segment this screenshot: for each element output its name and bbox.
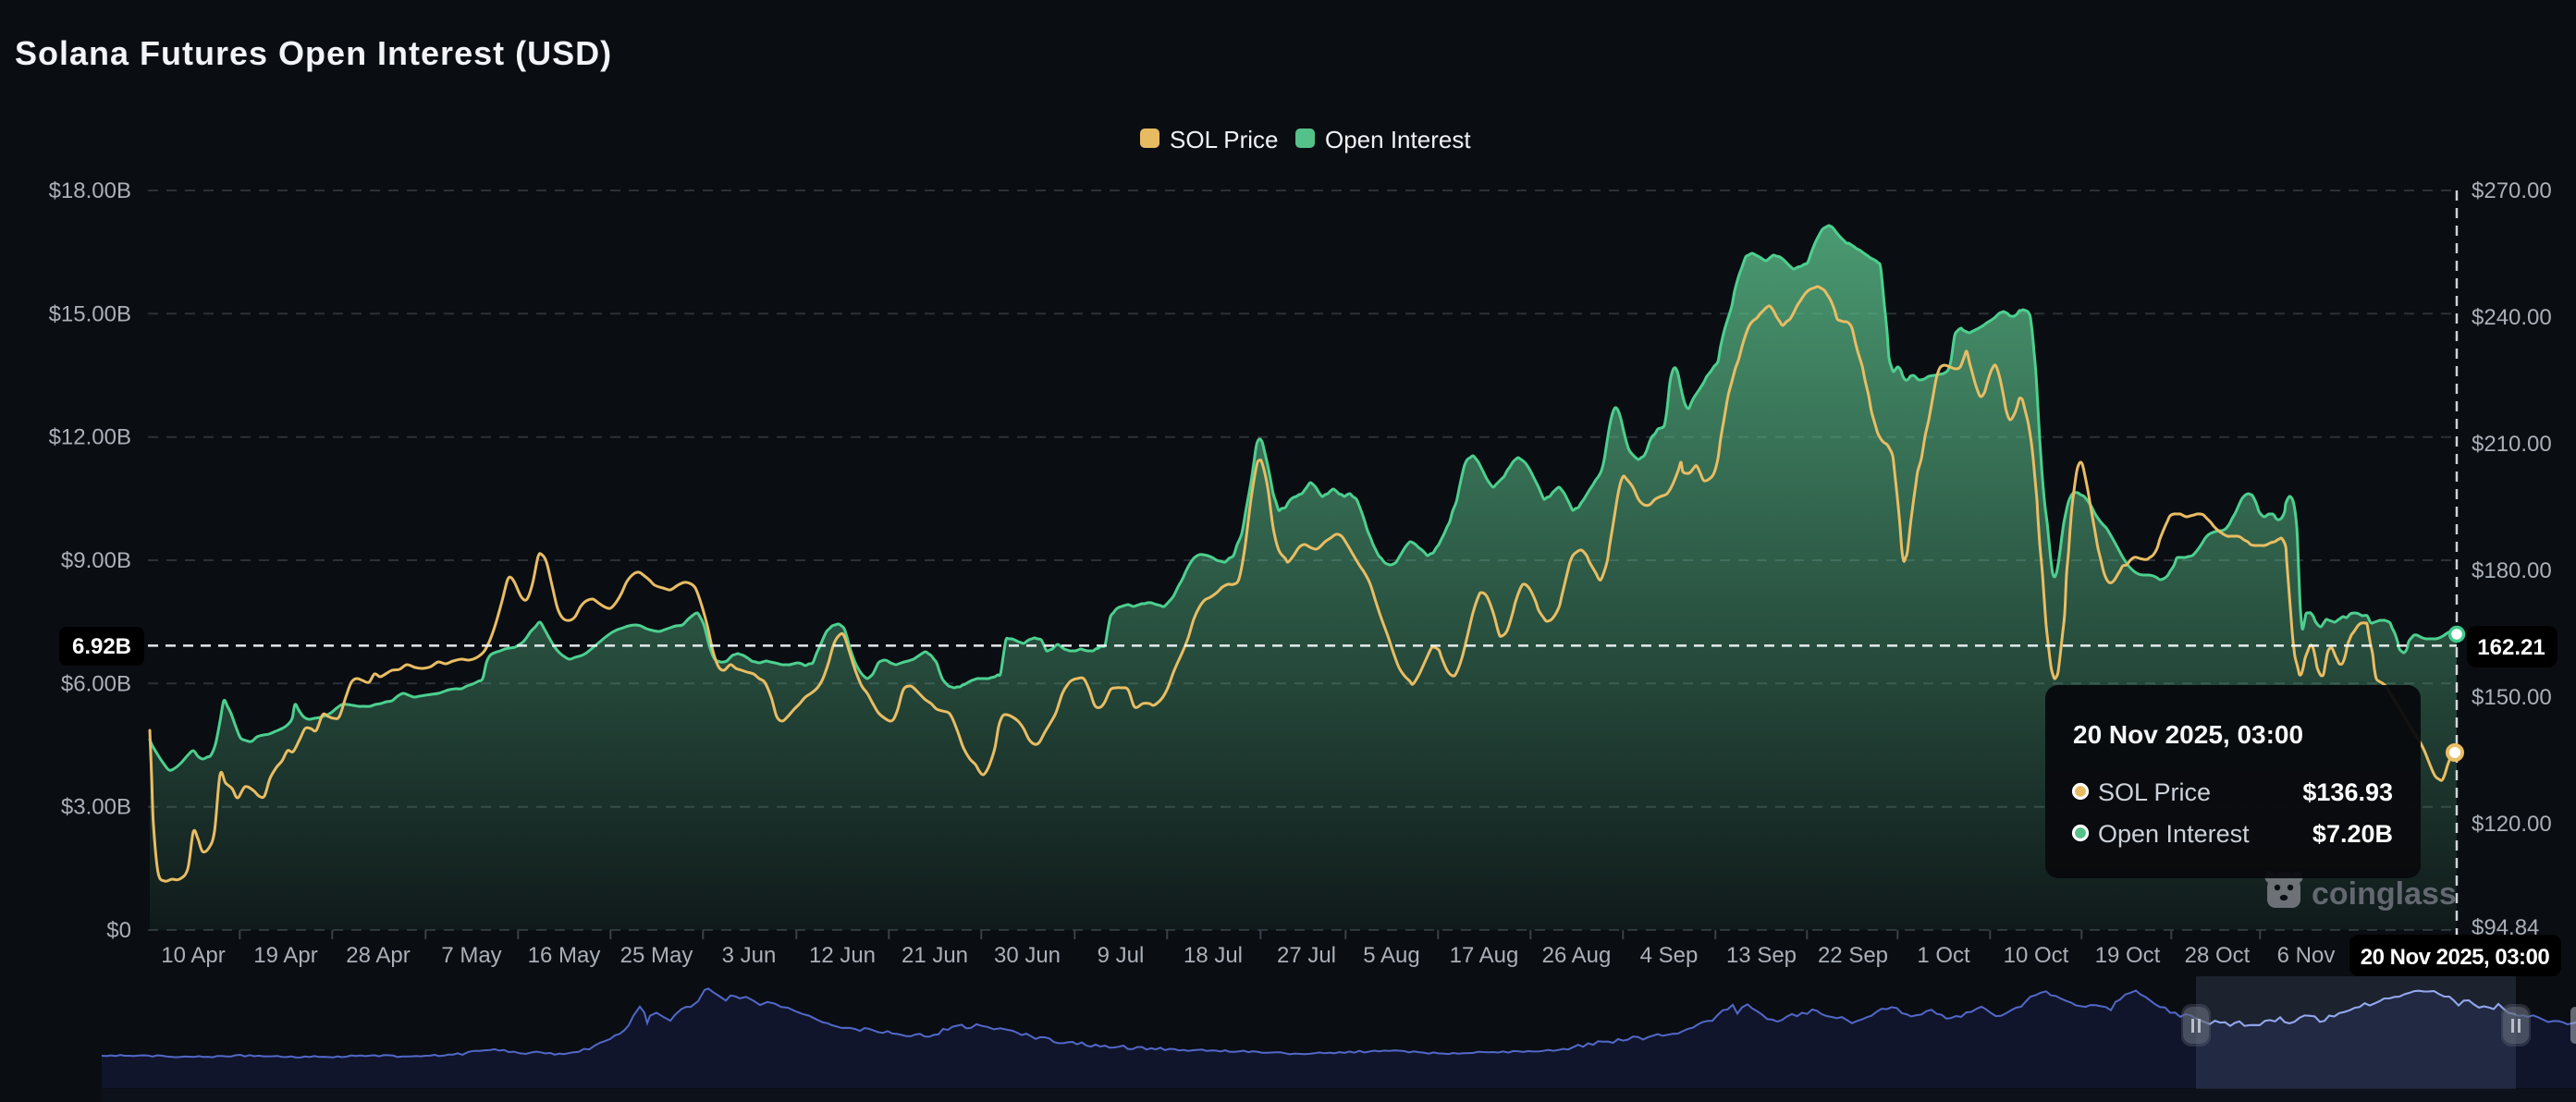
svg-text:$180.00: $180.00 bbox=[2472, 558, 2552, 583]
svg-text:$15.00B: $15.00B bbox=[49, 301, 131, 326]
svg-text:6.92B: 6.92B bbox=[72, 634, 131, 659]
svg-text:4 Sep: 4 Sep bbox=[1640, 943, 1699, 968]
svg-text:Open Interest: Open Interest bbox=[1325, 126, 1471, 153]
svg-text:$0: $0 bbox=[106, 918, 131, 943]
svg-text:coinglass: coinglass bbox=[2312, 876, 2457, 912]
svg-text:13 Sep: 13 Sep bbox=[1726, 943, 1797, 968]
svg-text:17 Aug: 17 Aug bbox=[1450, 943, 1519, 968]
svg-text:SOL Price: SOL Price bbox=[1170, 126, 1279, 153]
svg-text:1 Oct: 1 Oct bbox=[1917, 943, 1970, 968]
svg-text:SOL Price: SOL Price bbox=[2098, 778, 2211, 806]
svg-text:20 Nov 2025, 03:00: 20 Nov 2025, 03:00 bbox=[2073, 720, 2303, 749]
svg-text:$270.00: $270.00 bbox=[2472, 178, 2552, 203]
svg-text:7 May: 7 May bbox=[441, 943, 501, 968]
svg-text:25 May: 25 May bbox=[620, 943, 693, 968]
svg-text:5 Aug: 5 Aug bbox=[1363, 943, 1419, 968]
svg-text:21 Jun: 21 Jun bbox=[902, 943, 968, 968]
svg-text:$18.00B: $18.00B bbox=[49, 178, 131, 203]
svg-text:10 Apr: 10 Apr bbox=[161, 943, 225, 968]
svg-text:22 Sep: 22 Sep bbox=[1818, 943, 1888, 968]
svg-text:19 Apr: 19 Apr bbox=[253, 943, 317, 968]
svg-text:$210.00: $210.00 bbox=[2472, 432, 2552, 457]
svg-text:6 Nov: 6 Nov bbox=[2277, 943, 2336, 968]
svg-text:Solana Futures Open Interest (: Solana Futures Open Interest (USD) bbox=[15, 34, 612, 72]
svg-text:$120.00: $120.00 bbox=[2472, 812, 2552, 837]
svg-text:$150.00: $150.00 bbox=[2472, 685, 2552, 710]
svg-text:$7.20B: $7.20B bbox=[2312, 820, 2393, 848]
svg-text:28 Oct: 28 Oct bbox=[2185, 943, 2251, 968]
svg-text:20 Nov 2025, 03:00: 20 Nov 2025, 03:00 bbox=[2361, 945, 2550, 970]
svg-text:12 Jun: 12 Jun bbox=[809, 943, 876, 968]
svg-text:3 Jun: 3 Jun bbox=[722, 943, 777, 968]
svg-text:26 Aug: 26 Aug bbox=[1542, 943, 1612, 968]
svg-text:28 Apr: 28 Apr bbox=[346, 943, 410, 968]
svg-text:19 Oct: 19 Oct bbox=[2095, 943, 2161, 968]
svg-text:18 Jul: 18 Jul bbox=[1184, 943, 1243, 968]
svg-text:$3.00B: $3.00B bbox=[61, 795, 131, 820]
svg-text:10 Oct: 10 Oct bbox=[2004, 943, 2069, 968]
svg-text:162.21: 162.21 bbox=[2477, 635, 2545, 660]
svg-text:$240.00: $240.00 bbox=[2472, 305, 2552, 330]
svg-text:16 May: 16 May bbox=[528, 943, 601, 968]
svg-text:$6.00B: $6.00B bbox=[61, 671, 131, 696]
svg-text:30 Jun: 30 Jun bbox=[994, 943, 1061, 968]
svg-text:Open Interest: Open Interest bbox=[2098, 820, 2250, 848]
svg-text:27 Jul: 27 Jul bbox=[1277, 943, 1336, 968]
svg-text:$136.93: $136.93 bbox=[2302, 778, 2393, 806]
svg-text:9 Jul: 9 Jul bbox=[1098, 943, 1145, 968]
svg-text:$12.00B: $12.00B bbox=[49, 425, 131, 450]
svg-text:$9.00B: $9.00B bbox=[61, 548, 131, 573]
